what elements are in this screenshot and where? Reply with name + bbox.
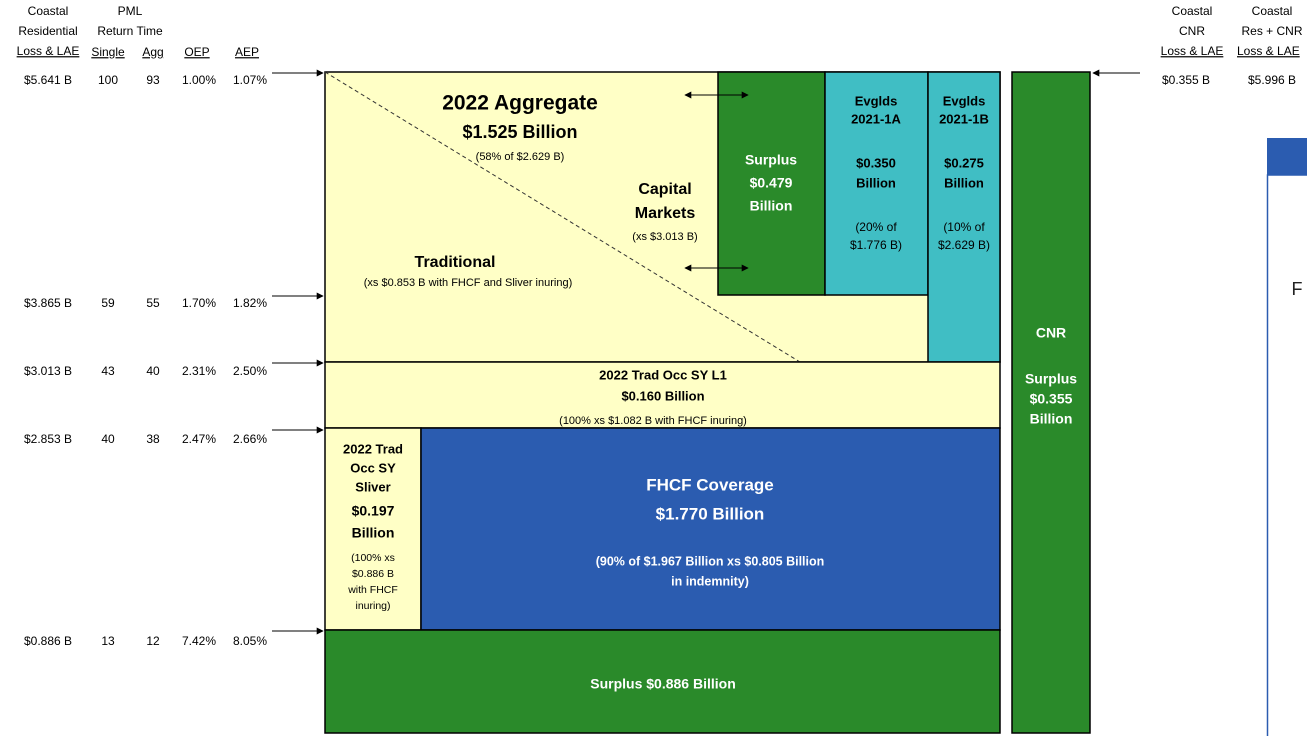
- table-cell: 38: [146, 432, 160, 446]
- column-header: AEP: [235, 45, 259, 59]
- layer-note: inuring): [355, 600, 390, 612]
- column-header: CNR: [1179, 24, 1205, 38]
- layer-amount: Billion: [1030, 411, 1073, 427]
- surplus-bottom-box: [324, 629, 1001, 734]
- layer-note: (20% of: [855, 220, 897, 234]
- layer-amount: $0.275: [944, 155, 984, 170]
- layer-note: (xs $3.013 B): [632, 231, 697, 243]
- table-cell: 59: [101, 296, 115, 310]
- side-panel: [1266, 174, 1307, 736]
- layer-title: 2022 Aggregate: [442, 92, 598, 115]
- column-header: Return Time: [97, 24, 163, 38]
- layer-title: $0.479: [750, 175, 793, 191]
- layer-title: 2022 Trad Occ SY L1: [599, 367, 727, 382]
- layer-title: Surplus $0.886 Billion: [590, 676, 736, 692]
- column-header: Res + CNR: [1241, 24, 1302, 38]
- table-cell: 100: [98, 73, 118, 87]
- side-panel-text: F: [1292, 279, 1303, 299]
- layer-title: Evglds: [855, 93, 898, 108]
- table-cell: $0.355 B: [1162, 73, 1210, 87]
- layer-note: (100% xs: [351, 552, 395, 564]
- column-header: Coastal: [1252, 4, 1293, 18]
- layer-title: 2021-1B: [939, 111, 989, 126]
- table-cell: 93: [146, 73, 160, 87]
- layer-title: Evglds: [943, 93, 986, 108]
- table-cell: 1.82%: [233, 296, 267, 310]
- layer-amount: $1.525 Billion: [462, 122, 577, 142]
- layer-amount: Billion: [856, 175, 896, 190]
- table-cell: 13: [101, 634, 115, 648]
- table-cell: 2.31%: [182, 364, 216, 378]
- layer-amount: $0.350: [856, 155, 896, 170]
- table-cell: $3.013 B: [24, 364, 72, 378]
- trad-occ-l1-box: [324, 361, 1001, 429]
- layer-note: in indemnity): [671, 574, 749, 588]
- column-header: Single: [91, 45, 125, 59]
- column-header: Loss & LAE: [17, 44, 80, 58]
- layer-amount: Billion: [944, 175, 984, 190]
- table-cell: 12: [146, 634, 160, 648]
- table-cell: 40: [101, 432, 115, 446]
- table-cell: 43: [101, 364, 115, 378]
- layer-note: $0.886 B: [352, 568, 394, 580]
- layer-title: 2022 Trad: [343, 441, 403, 456]
- layer-title: Traditional: [415, 254, 496, 271]
- layer-title: Occ SY: [350, 460, 396, 475]
- layer-title: Sliver: [355, 479, 390, 494]
- cnr-box: [1011, 71, 1091, 734]
- column-header: Agg: [142, 45, 163, 59]
- table-cell: 7.42%: [182, 634, 216, 648]
- table-cell: $5.996 B: [1248, 73, 1296, 87]
- table-cell: 1.07%: [233, 73, 267, 87]
- column-header: Loss & LAE: [1237, 44, 1300, 58]
- layer-title: Capital: [638, 181, 691, 198]
- side-panel-header: [1267, 138, 1307, 175]
- layer-note: (58% of $2.629 B): [476, 151, 565, 163]
- table-cell: $2.853 B: [24, 432, 72, 446]
- layer-title: Billion: [750, 198, 793, 214]
- table-cell: 40: [146, 364, 160, 378]
- layer-note: (100% xs $1.082 B with FHCF inuring): [559, 415, 747, 427]
- divider: [324, 71, 801, 363]
- table-cell: 1.00%: [182, 73, 216, 87]
- layer-note: $1.776 B): [850, 238, 902, 252]
- table-cell: 2.50%: [233, 364, 267, 378]
- table-cell: $5.641 B: [24, 73, 72, 87]
- layer-title: Markets: [635, 205, 696, 222]
- column-header: Loss & LAE: [1161, 44, 1224, 58]
- surplus-top-box: [717, 71, 826, 296]
- table-cell: $0.886 B: [24, 634, 72, 648]
- table-cell: 2.47%: [182, 432, 216, 446]
- evglds-1a-box: [824, 71, 929, 296]
- table-cell: 2.66%: [233, 432, 267, 446]
- table-cell: 55: [146, 296, 160, 310]
- layer-title: FHCF Coverage: [646, 475, 774, 494]
- layer-amount: $0.355: [1030, 391, 1073, 407]
- column-header: Residential: [18, 24, 77, 38]
- layer-title: 2021-1A: [851, 111, 901, 126]
- sliver-box: [324, 427, 422, 631]
- layer-note: (10% of: [943, 220, 985, 234]
- table-cell: 8.05%: [233, 634, 267, 648]
- layer-title: CNR: [1036, 325, 1066, 341]
- layer-note: (90% of $1.967 Billion xs $0.805 Billion: [596, 554, 825, 568]
- fhcf-box: [420, 427, 1001, 631]
- layer-amount: $0.197: [352, 503, 395, 519]
- column-header: OEP: [184, 45, 209, 59]
- layer-note: with FHCF: [347, 584, 398, 596]
- layer-title: Surplus: [745, 152, 797, 168]
- evglds-1b-box: [927, 71, 1001, 363]
- layer-note: $2.629 B): [938, 238, 990, 252]
- table-cell: 1.70%: [182, 296, 216, 310]
- column-header: PML: [118, 4, 143, 18]
- layer-amount: Surplus: [1025, 371, 1077, 387]
- table-cell: $3.865 B: [24, 296, 72, 310]
- layer-amount: $1.770 Billion: [656, 504, 765, 523]
- column-header: Coastal: [28, 4, 69, 18]
- column-header: Coastal: [1172, 4, 1213, 18]
- layer-note: (xs $0.853 B with FHCF and Sliver inurin…: [364, 277, 572, 289]
- layer-amount: Billion: [352, 525, 395, 541]
- layer-amount: $0.160 Billion: [621, 388, 704, 403]
